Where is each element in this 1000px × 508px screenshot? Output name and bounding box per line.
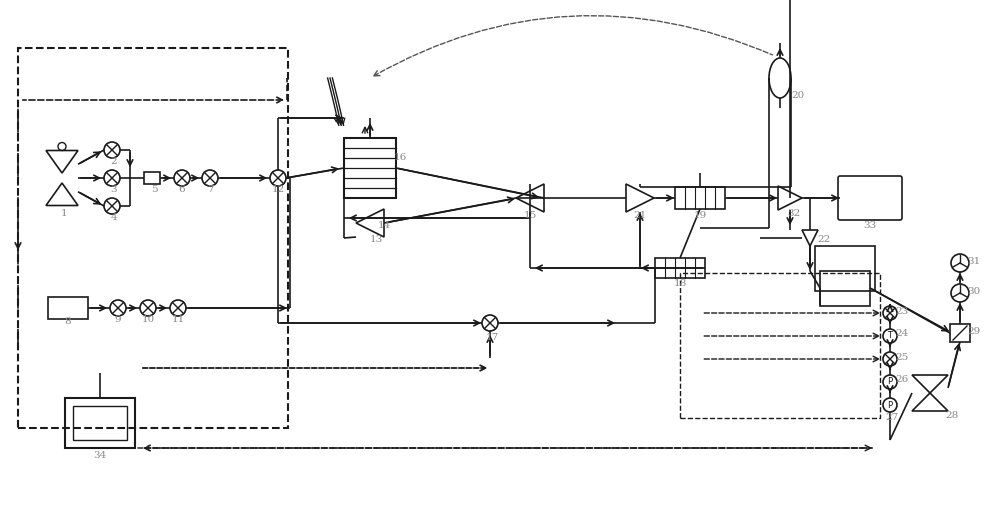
Text: 26: 26 [895, 375, 909, 385]
Text: 5: 5 [151, 185, 157, 195]
Text: 32: 32 [787, 209, 801, 218]
Bar [675, 187, 725, 209]
Text: 8: 8 [65, 318, 71, 327]
Text: T: T [888, 332, 893, 340]
Text: 13: 13 [369, 235, 383, 243]
Text: 10: 10 [141, 315, 155, 325]
Bar [48, 297, 88, 319]
Text: 19: 19 [693, 211, 707, 220]
Text: 6: 6 [179, 185, 185, 195]
Text: 15: 15 [523, 211, 537, 220]
Text: P: P [887, 377, 893, 387]
Text: 23: 23 [895, 306, 909, 315]
Bar [65, 398, 135, 448]
Bar [18, 48, 288, 428]
Bar [344, 138, 396, 198]
Text: 30: 30 [967, 287, 981, 296]
Bar [680, 273, 880, 418]
Text: 18: 18 [673, 279, 687, 289]
Text: 3: 3 [111, 185, 117, 195]
Bar [73, 406, 127, 440]
Text: 33: 33 [863, 221, 877, 231]
Text: 11: 11 [171, 315, 185, 325]
Bar [950, 324, 970, 342]
Text: 2: 2 [111, 157, 117, 167]
Text: 7: 7 [207, 185, 213, 195]
Text: 16: 16 [393, 153, 407, 163]
Text: 28: 28 [945, 410, 959, 420]
Text: 27: 27 [885, 412, 899, 422]
Text: 31: 31 [967, 257, 981, 266]
Text: 14: 14 [377, 220, 391, 230]
Text: 24: 24 [895, 330, 909, 338]
Text: P: P [887, 400, 893, 409]
Text: 22: 22 [817, 236, 831, 244]
Bar [144, 172, 160, 184]
Text: 12: 12 [271, 185, 285, 195]
Text: 4: 4 [111, 213, 117, 223]
Text: 17: 17 [485, 333, 499, 341]
Text: 29: 29 [967, 327, 981, 335]
Text: 25: 25 [895, 353, 909, 362]
Text: 20: 20 [791, 91, 805, 101]
Text: 1: 1 [61, 209, 67, 218]
Bar [655, 258, 705, 278]
Text: 21: 21 [633, 211, 647, 220]
Bar [820, 270, 870, 305]
Text: 9: 9 [115, 315, 121, 325]
Bar [815, 245, 875, 291]
Text: 34: 34 [93, 451, 107, 460]
